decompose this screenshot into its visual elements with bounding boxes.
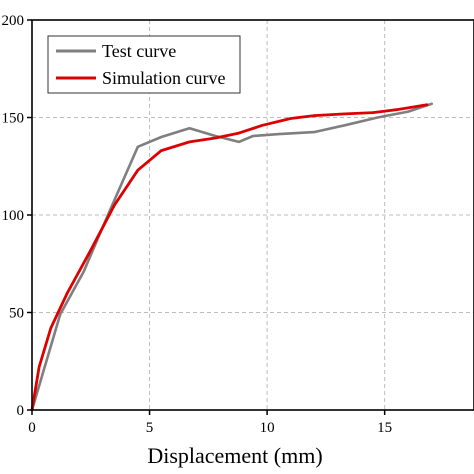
series-line-test-curve (30, 102, 434, 412)
legend: Test curve Simulation curve (47, 35, 241, 94)
y-tick-label: 0 (17, 403, 25, 419)
x-tick-label: 0 (28, 420, 36, 436)
plot-lines (30, 102, 434, 412)
y-tick-label: 100 (2, 208, 25, 224)
y-tick-label: 150 (2, 111, 25, 127)
legend-label-test-curve: Test curve (102, 41, 176, 61)
legend-box (47, 35, 241, 94)
x-tick-label: 15 (377, 420, 392, 436)
y-tick-label: 200 (2, 13, 25, 29)
x-axis-title: Displacement (mm) (147, 443, 322, 468)
grid (32, 20, 474, 410)
x-tick-label: 5 (146, 420, 154, 436)
y-tick-label: 50 (9, 306, 24, 322)
x-tick-label: 10 (260, 420, 275, 436)
series-line-simulation-curve (30, 103, 429, 412)
legend-label-simulation-curve: Simulation curve (102, 68, 225, 88)
